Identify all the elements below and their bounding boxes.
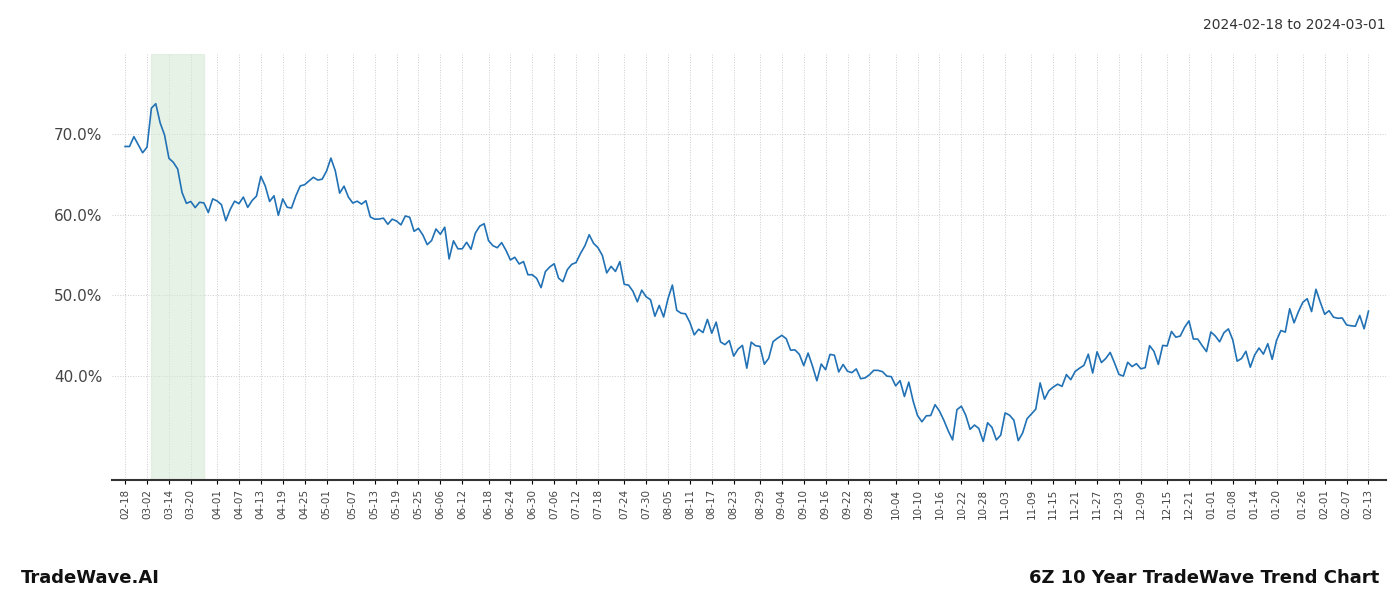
Text: 6Z 10 Year TradeWave Trend Chart: 6Z 10 Year TradeWave Trend Chart xyxy=(1029,569,1379,587)
Text: 2024-02-18 to 2024-03-01: 2024-02-18 to 2024-03-01 xyxy=(1204,18,1386,32)
Bar xyxy=(151,54,204,480)
Text: TradeWave.AI: TradeWave.AI xyxy=(21,569,160,587)
